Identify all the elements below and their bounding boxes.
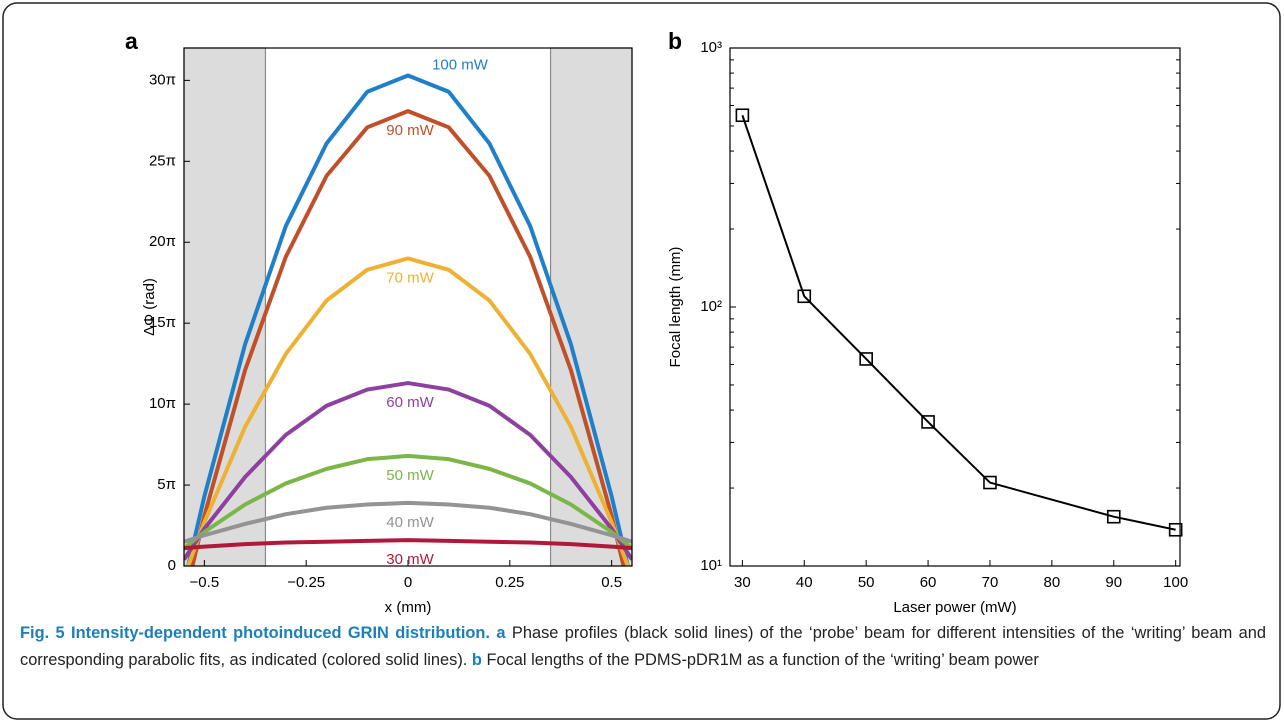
marker xyxy=(1168,522,1183,537)
x-tick-label: 0 xyxy=(404,574,412,591)
series-label: 30 mW xyxy=(386,551,434,568)
fit-line xyxy=(184,538,632,551)
y-tick-label: 20π xyxy=(149,233,176,250)
marker xyxy=(1106,509,1121,524)
caption-label: a xyxy=(496,624,506,642)
marker xyxy=(859,352,873,366)
series-label: 90 mW xyxy=(386,122,434,139)
series-label: 70 mW xyxy=(386,269,434,286)
shaded-region xyxy=(549,47,633,567)
series-label: 100 mW xyxy=(432,56,489,73)
y-tick-label: 25π xyxy=(149,152,176,169)
x-axis-label: Laser power (mW) xyxy=(893,599,1016,616)
plot-frame xyxy=(729,47,1181,567)
marker xyxy=(735,108,750,123)
y-tick-label: 15π xyxy=(149,314,176,331)
x-tick-label: 40 xyxy=(796,574,813,591)
y-tick-label: 10π xyxy=(149,395,176,412)
x-tick-label: 0.5 xyxy=(601,574,622,591)
fit-line xyxy=(184,500,632,544)
y-tick-label: 10³ xyxy=(700,39,722,56)
y-tick-label: 30π xyxy=(149,71,176,88)
marker xyxy=(983,475,997,490)
panel-label: b xyxy=(668,28,682,54)
y-axis-label: ΔΦ (rad) xyxy=(141,278,158,336)
x-tick-label: 80 xyxy=(1044,574,1061,591)
y-tick-label: 5π xyxy=(157,476,176,493)
fit-line xyxy=(186,256,630,566)
caption-title: Fig. 5 Intensity-dependent photoinduced … xyxy=(20,624,490,642)
y-tick-label: 10² xyxy=(700,298,722,315)
caption-label: b xyxy=(471,651,482,669)
x-tick-label: 50 xyxy=(858,574,875,591)
x-tick-label: 70 xyxy=(982,574,999,591)
marker xyxy=(921,415,935,429)
series-label: 60 mW xyxy=(386,394,434,411)
panel-label: a xyxy=(125,28,138,54)
fit-line xyxy=(184,381,632,561)
fit-line xyxy=(184,453,632,550)
marker xyxy=(797,289,812,304)
data-line xyxy=(741,114,1176,531)
x-axis-label: x (mm) xyxy=(385,599,432,616)
x-tick-label: −0.5 xyxy=(190,574,220,591)
fit-line xyxy=(190,109,626,566)
plot-frame xyxy=(183,47,633,567)
x-tick-label: 100 xyxy=(1163,574,1188,591)
x-tick-label: 60 xyxy=(920,574,937,591)
y-tick-label: 10¹ xyxy=(700,557,722,574)
x-tick-label: −0.25 xyxy=(287,574,325,591)
x-tick-label: 0.25 xyxy=(495,574,524,591)
series-label: 50 mW xyxy=(386,467,434,484)
fit-line xyxy=(186,73,630,566)
x-tick-label: 30 xyxy=(734,574,751,591)
caption-text: Phase profiles (black solid lines) of th… xyxy=(20,624,1267,669)
y-tick-label: 0 xyxy=(168,557,176,574)
caption-text: Focal lengths of the PDMS-pDR1M as a fun… xyxy=(486,651,1039,669)
x-tick-label: 90 xyxy=(1105,574,1122,591)
series-label: 40 mW xyxy=(386,514,434,531)
shaded-region xyxy=(183,47,267,567)
caption: Fig. 5 Intensity-dependent photoinduced … xyxy=(20,620,1266,674)
y-axis-label: Focal length (mm) xyxy=(667,247,684,368)
